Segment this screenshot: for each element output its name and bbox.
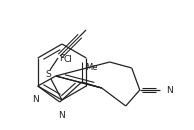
Text: F: F [59, 54, 65, 63]
Text: Cl: Cl [63, 54, 72, 63]
Text: S: S [45, 70, 51, 79]
Text: Me: Me [85, 63, 97, 72]
Text: N: N [166, 86, 172, 95]
Text: N: N [58, 111, 65, 120]
Text: N: N [32, 95, 39, 104]
